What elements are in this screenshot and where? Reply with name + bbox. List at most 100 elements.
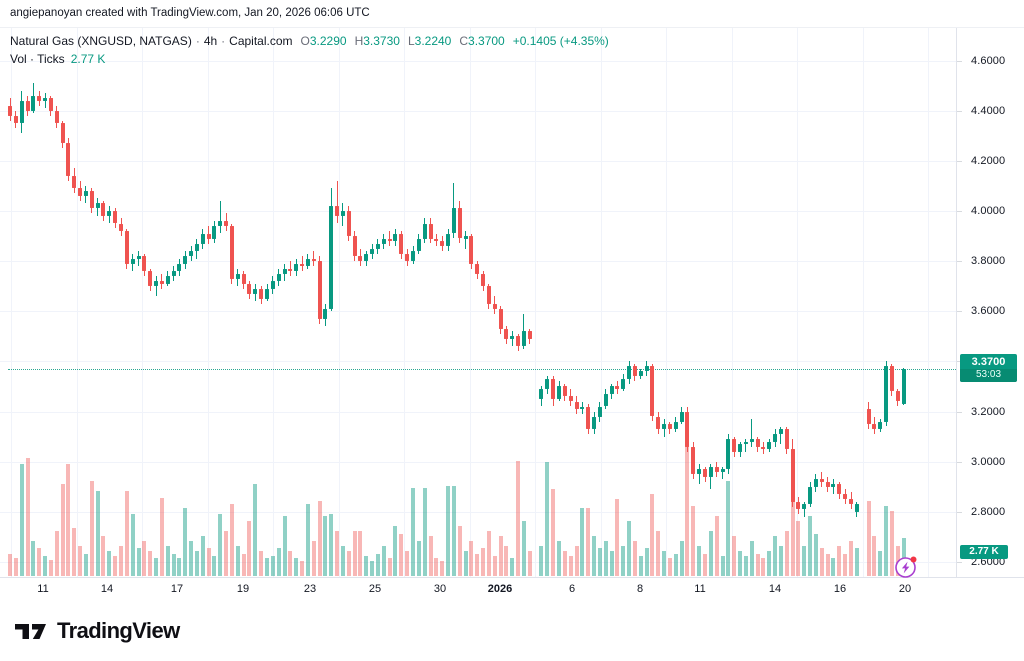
candle (586, 406, 591, 430)
candle (352, 236, 357, 257)
volume-indicator-value: 2.77 K (70, 52, 106, 66)
volume-indicator-name[interactable]: Vol · Ticks (10, 52, 65, 66)
price-tick-label: 4.2000 (971, 154, 1006, 167)
gridline-v (928, 28, 929, 577)
candle (504, 328, 509, 339)
candle (224, 220, 229, 226)
candle (101, 203, 106, 216)
candle (738, 444, 742, 452)
price-tick-mark (957, 160, 962, 162)
volume-bar (375, 554, 380, 576)
candle (638, 371, 643, 377)
candle-wick (301, 256, 303, 271)
candle (843, 494, 848, 500)
volume-bar (650, 494, 655, 576)
volume-bar (872, 536, 877, 576)
time-tick-label: 11 (694, 583, 706, 595)
volume-bar (551, 489, 556, 576)
volume-bar (154, 558, 158, 576)
volume-bar (113, 556, 118, 576)
volume-bar (627, 521, 631, 576)
candle (615, 386, 620, 389)
gridline-v (11, 28, 12, 577)
candle-wick (780, 426, 782, 444)
volume-bar (866, 501, 871, 576)
candle-wick (710, 464, 712, 490)
volume-bar (8, 554, 12, 576)
price-tick-mark (957, 261, 962, 263)
gridline-v (338, 28, 340, 577)
gridline-h (0, 561, 956, 563)
candle (25, 100, 30, 111)
price-axis[interactable]: 3.3700 53:03 2.77 K 4.6000 4.4000 4.2000 4.… (956, 28, 1024, 600)
close-letter: C (459, 34, 469, 48)
volume-bar (335, 531, 339, 576)
volume-bar (644, 548, 649, 576)
gridline-h (0, 311, 956, 313)
volume-bar (486, 531, 491, 576)
volume-bar (714, 516, 719, 576)
volume-bar (568, 556, 573, 576)
candle (463, 236, 468, 239)
candle (609, 386, 614, 394)
volume-bar (773, 536, 777, 576)
candle (200, 233, 205, 244)
volume-bar (557, 541, 561, 576)
legend-symbol-row[interactable]: Natural Gas (XNGUSD, NATGAS) · 4h · Capital.… (10, 33, 609, 50)
volume-bar (276, 548, 281, 576)
price-tick-label: 3.2000 (971, 405, 1006, 418)
volume-bar (130, 514, 135, 576)
candle (259, 288, 264, 299)
volume-bar (387, 558, 392, 576)
volume-bar (755, 554, 760, 576)
volume-bar (323, 516, 328, 576)
volume-bar (638, 556, 643, 576)
candle (411, 251, 415, 261)
symbol-title[interactable]: Natural Gas (XNGUSD, NATGAS) (10, 34, 192, 48)
candle-wick (821, 471, 823, 487)
volume-bar (697, 546, 702, 576)
candle-wick (832, 479, 834, 495)
volume-bar (475, 554, 480, 576)
volume-bar (54, 531, 59, 576)
candle (60, 123, 65, 144)
exchange-label[interactable]: Capital.com (229, 34, 293, 48)
candle (557, 386, 561, 399)
volume-bar (621, 546, 626, 576)
time-axis[interactable]: 11 14 17 19 23 25 30 2026 6 8 11 14 16 20 (0, 577, 1024, 601)
candle (159, 281, 164, 284)
price-tick-label: 2.8000 (971, 505, 1006, 518)
volume-bar (101, 536, 106, 576)
volume-bar (329, 514, 334, 576)
tradingview-logo[interactable]: TradingView (14, 618, 180, 644)
volume-bar (218, 514, 223, 576)
candle (755, 439, 760, 447)
volume-bar (527, 551, 532, 576)
interval-label[interactable]: 4h (203, 34, 218, 48)
time-tick-label: 30 (433, 583, 447, 595)
volume-bar (813, 534, 818, 576)
open-letter: O (300, 34, 310, 48)
volume-bar (662, 551, 667, 576)
volume-bar (124, 491, 129, 576)
volume-bar (615, 499, 620, 576)
candle-wick (336, 180, 338, 224)
separator: · (195, 34, 200, 48)
candle (673, 421, 678, 429)
candle (335, 205, 339, 216)
price-tick-mark (957, 110, 962, 112)
candle (580, 406, 585, 409)
volume-bar (738, 551, 742, 576)
flash-alert-button[interactable] (893, 554, 919, 580)
candle (451, 208, 456, 234)
volume-bar (790, 476, 795, 576)
candle (183, 256, 188, 264)
chart-pane[interactable]: Natural Gas (XNGUSD, NATGAS) · 4h · Capital.… (0, 28, 956, 577)
legend-volume-row[interactable]: Vol · Ticks 2.77 K (10, 51, 609, 68)
candle-wick (698, 464, 700, 485)
price-tick-label: 4.4000 (971, 104, 1006, 117)
candle (644, 366, 649, 372)
time-tick-label: 2026 (487, 583, 513, 595)
volume-bar (72, 528, 77, 576)
candle (551, 378, 556, 399)
